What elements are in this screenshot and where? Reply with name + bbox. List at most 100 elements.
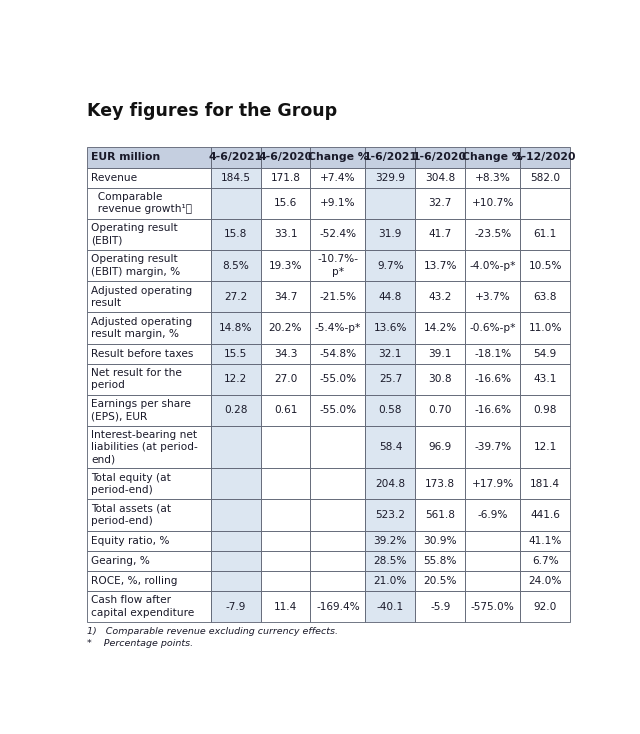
Text: 6.7%: 6.7%	[532, 556, 559, 566]
Text: EUR million: EUR million	[91, 153, 160, 162]
Text: 41.7: 41.7	[429, 230, 452, 239]
Text: -169.4%: -169.4%	[316, 602, 360, 611]
Text: 1-6/2021: 1-6/2021	[364, 153, 417, 162]
Bar	[211, 468, 260, 499]
Bar	[211, 499, 260, 531]
Text: -575.0%: -575.0%	[471, 602, 515, 611]
Text: Operating result
(EBIT): Operating result (EBIT)	[91, 223, 178, 246]
Bar	[211, 426, 260, 468]
Text: 30.9%: 30.9%	[424, 536, 457, 545]
Text: -40.1: -40.1	[377, 602, 404, 611]
Bar	[88, 363, 211, 395]
Text: 41.1%: 41.1%	[529, 536, 562, 545]
Bar	[310, 571, 365, 591]
Text: 12.1: 12.1	[534, 442, 557, 452]
Bar	[260, 395, 310, 426]
Bar	[260, 591, 310, 622]
Text: 204.8: 204.8	[375, 479, 406, 489]
Bar	[211, 219, 260, 250]
Bar	[465, 499, 520, 531]
Bar	[211, 167, 260, 188]
Text: 10.5%: 10.5%	[529, 261, 562, 271]
Text: 27.2: 27.2	[224, 292, 247, 302]
Bar	[415, 167, 465, 188]
Bar	[88, 499, 211, 531]
Bar	[260, 219, 310, 250]
Bar	[310, 499, 365, 531]
Bar	[365, 250, 415, 281]
Bar	[365, 344, 415, 363]
Bar	[415, 395, 465, 426]
Text: +8.3%: +8.3%	[475, 172, 511, 183]
Text: 43.2: 43.2	[429, 292, 452, 302]
Bar	[260, 250, 310, 281]
Bar	[365, 188, 415, 219]
Bar	[88, 426, 211, 468]
Bar	[465, 188, 520, 219]
Bar	[520, 148, 570, 167]
Text: 33.1: 33.1	[274, 230, 297, 239]
Bar	[365, 395, 415, 426]
Bar	[465, 571, 520, 591]
Text: -23.5%: -23.5%	[474, 230, 511, 239]
Text: -0.6%-p*: -0.6%-p*	[469, 323, 516, 333]
Text: -55.0%: -55.0%	[319, 405, 356, 415]
Bar	[260, 550, 310, 571]
Bar	[415, 550, 465, 571]
Bar	[88, 591, 211, 622]
Bar	[310, 313, 365, 344]
Text: 184.5: 184.5	[221, 172, 251, 183]
Bar	[211, 188, 260, 219]
Text: Net result for the
period: Net result for the period	[91, 368, 182, 390]
Bar	[415, 313, 465, 344]
Bar	[520, 363, 570, 395]
Bar	[465, 468, 520, 499]
Text: 32.7: 32.7	[429, 198, 452, 208]
Text: 25.7: 25.7	[379, 374, 402, 385]
Bar	[415, 148, 465, 167]
Bar	[520, 281, 570, 313]
Bar	[520, 219, 570, 250]
Bar	[520, 468, 570, 499]
Bar	[465, 550, 520, 571]
Bar	[260, 167, 310, 188]
Text: Interest-bearing net
liabilities (at period-
end): Interest-bearing net liabilities (at per…	[91, 430, 198, 465]
Bar	[520, 167, 570, 188]
Bar	[415, 250, 465, 281]
Text: -18.1%: -18.1%	[474, 349, 511, 359]
Text: 21.0%: 21.0%	[374, 576, 407, 586]
Bar	[520, 188, 570, 219]
Bar	[88, 550, 211, 571]
Text: 441.6: 441.6	[530, 510, 560, 520]
Text: 28.5%: 28.5%	[374, 556, 407, 566]
Bar	[310, 250, 365, 281]
Text: Change %: Change %	[462, 153, 523, 162]
Bar	[310, 167, 365, 188]
Bar	[211, 363, 260, 395]
Text: 171.8: 171.8	[271, 172, 300, 183]
Bar	[415, 188, 465, 219]
Text: 523.2: 523.2	[376, 510, 405, 520]
Bar	[88, 344, 211, 363]
Bar	[415, 426, 465, 468]
Bar	[465, 250, 520, 281]
Text: Revenue: Revenue	[91, 172, 137, 183]
Text: Comparable
  revenue growth¹⧩: Comparable revenue growth¹⧩	[91, 192, 192, 214]
Text: 11.0%: 11.0%	[529, 323, 562, 333]
Text: Adjusted operating
result: Adjusted operating result	[91, 286, 192, 308]
Text: 173.8: 173.8	[425, 479, 455, 489]
Bar	[520, 395, 570, 426]
Text: 4-6/2021: 4-6/2021	[209, 153, 262, 162]
Bar	[211, 281, 260, 313]
Text: ROCE, %, rolling: ROCE, %, rolling	[91, 576, 177, 586]
Bar	[465, 426, 520, 468]
Bar	[365, 313, 415, 344]
Bar	[310, 344, 365, 363]
Text: -6.9%: -6.9%	[477, 510, 508, 520]
Bar	[415, 499, 465, 531]
Bar	[88, 188, 211, 219]
Text: 96.9: 96.9	[429, 442, 452, 452]
Bar	[310, 531, 365, 550]
Text: 30.8: 30.8	[428, 374, 452, 385]
Bar	[415, 591, 465, 622]
